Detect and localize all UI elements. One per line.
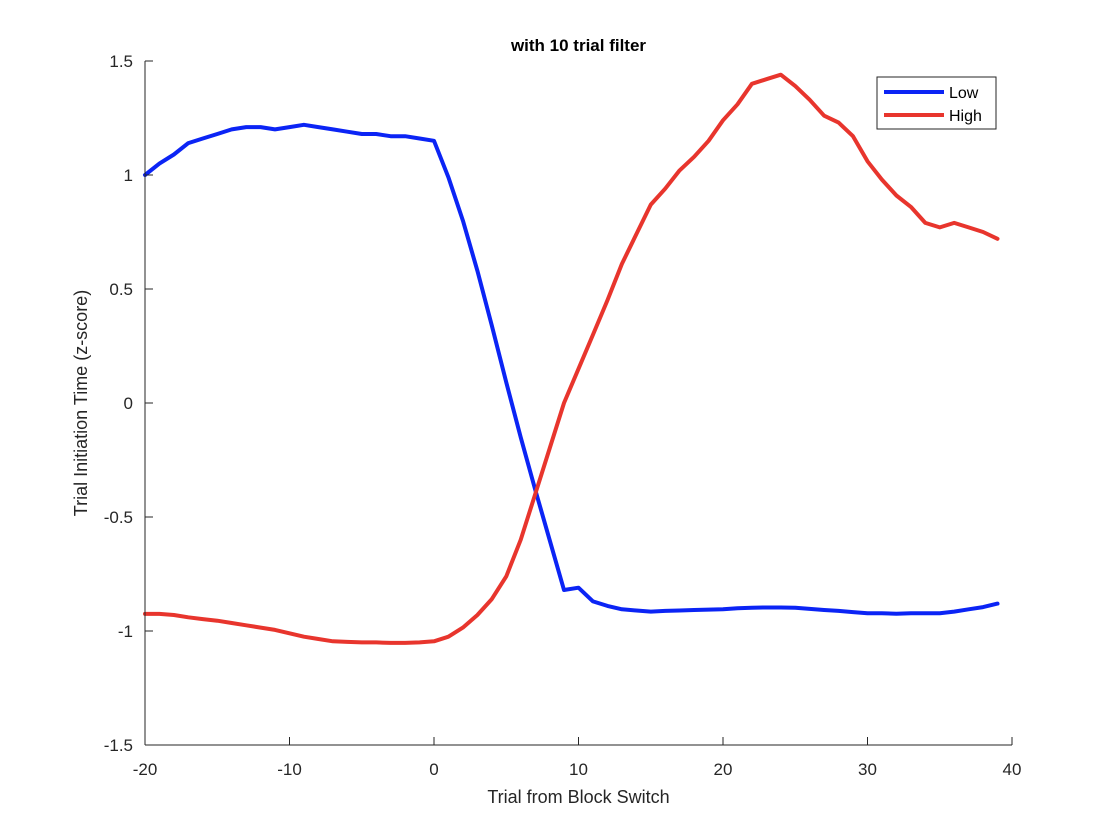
y-axis-label: Trial Initiation Time (z-score)	[71, 290, 91, 516]
y-tick-label: -1	[118, 622, 133, 641]
x-ticks: -20 -10 0 10 20 30 40	[133, 737, 1022, 779]
x-tick-label: -20	[133, 760, 158, 779]
x-tick-label: 20	[714, 760, 733, 779]
chart-title: with 10 trial filter	[510, 36, 646, 55]
x-axis-label: Trial from Block Switch	[487, 787, 669, 807]
legend-label-high: High	[949, 108, 982, 125]
axes-layer: -20 -10 0 10 20 30 40 -1.5 -1 -0.5 0 0.5 1 1.5	[104, 52, 1022, 779]
y-tick-label: -0.5	[104, 508, 133, 527]
y-ticks: -1.5 -1 -0.5 0 0.5 1 1.5	[104, 52, 153, 755]
legend: Low High	[876, 76, 997, 130]
legend-box	[876, 76, 997, 130]
x-tick-label: 30	[858, 760, 877, 779]
series-line-low	[143, 122, 1000, 616]
series-line-high	[143, 72, 1000, 645]
x-tick-label: 10	[569, 760, 588, 779]
y-tick-label: -1.5	[104, 736, 133, 755]
y-tick-label: 0	[124, 394, 133, 413]
y-tick-label: 0.5	[109, 280, 133, 299]
y-tick-label: 1.5	[109, 52, 133, 71]
x-tick-label: -10	[277, 760, 302, 779]
x-tick-label: 40	[1003, 760, 1022, 779]
y-tick-label: 1	[124, 166, 133, 185]
x-tick-label: 0	[429, 760, 438, 779]
series-layer	[143, 72, 1000, 645]
legend-label-low: Low	[949, 85, 979, 102]
